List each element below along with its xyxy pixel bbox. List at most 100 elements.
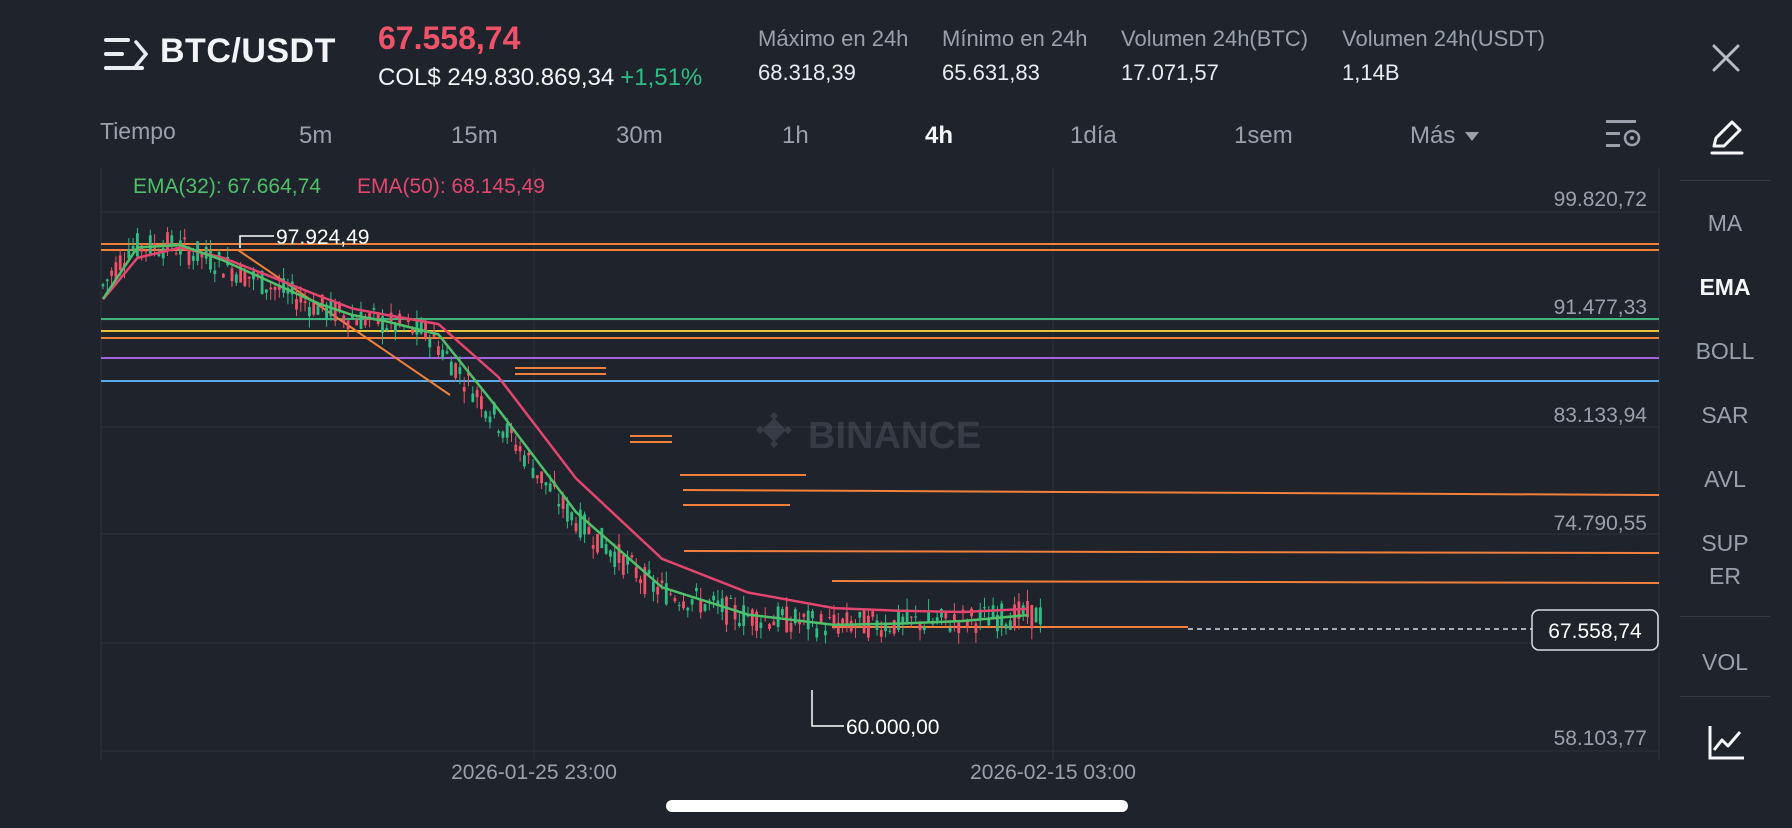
candle	[161, 240, 165, 266]
current-price-label: 67.558,74	[1548, 620, 1642, 643]
candle	[428, 334, 432, 359]
indicator-vol[interactable]: VOL	[1701, 649, 1749, 675]
candle	[200, 252, 204, 270]
candle	[742, 595, 746, 636]
menu-icon[interactable]	[104, 36, 148, 72]
candle	[609, 549, 612, 563]
tab-1h[interactable]: 1h	[782, 122, 809, 149]
price-change: +1,51%	[620, 64, 703, 91]
stat-value-vol-usdt: 1,14B	[1342, 60, 1400, 85]
tab-more[interactable]: Más	[1410, 122, 1480, 150]
candle	[531, 459, 535, 479]
candle	[527, 450, 531, 464]
low-label: 60.000,00	[846, 716, 939, 739]
candle	[656, 577, 660, 604]
candle	[441, 343, 445, 361]
candle	[884, 614, 887, 638]
local-price-row: COL$ 249.830.869,34 +1,51%	[378, 64, 702, 92]
close-icon[interactable]	[1704, 36, 1748, 80]
candle	[970, 606, 973, 626]
candle	[725, 595, 728, 633]
high-marker: 97.924,49	[239, 226, 369, 249]
candle	[105, 278, 109, 292]
stat-value-high: 68.318,39	[758, 60, 856, 85]
candle	[148, 229, 152, 257]
indicator-sar[interactable]: SAR	[1701, 402, 1749, 428]
candle	[269, 281, 273, 300]
candle	[101, 282, 105, 290]
watermark-text: BINANCE	[808, 415, 981, 457]
candle	[535, 475, 539, 484]
candle	[587, 517, 591, 535]
candle	[862, 609, 866, 634]
candle	[540, 471, 543, 489]
candle	[247, 276, 251, 288]
candle	[462, 377, 466, 404]
candle	[1008, 612, 1012, 631]
tab-30m[interactable]: 30m	[616, 122, 663, 149]
candle	[1013, 596, 1016, 631]
indicator-avl[interactable]: AVL	[1704, 466, 1746, 492]
indicator-boll[interactable]: BOLL	[1695, 338, 1755, 364]
candle	[342, 310, 346, 329]
candle	[432, 324, 436, 338]
candle	[230, 265, 234, 287]
candle	[957, 621, 961, 644]
candle	[819, 610, 823, 625]
candle	[488, 410, 492, 429]
candle	[750, 607, 754, 636]
stat-label-low: Mínimo en 24h	[942, 26, 1088, 51]
candle	[707, 598, 711, 611]
tab-5m[interactable]: 5m	[299, 122, 333, 149]
candle	[729, 594, 733, 600]
tab-1dia[interactable]: 1día	[1070, 122, 1117, 149]
stat-value-vol-btc: 17.071,57	[1121, 60, 1219, 85]
candle	[733, 597, 737, 631]
draw-pencil-icon[interactable]	[1706, 116, 1746, 156]
tab-15m[interactable]: 15m	[451, 122, 498, 149]
candle	[699, 587, 703, 619]
sidebar-divider	[1680, 616, 1770, 617]
candle	[815, 621, 819, 642]
candle	[703, 603, 707, 613]
tab-4h[interactable]: 4h	[925, 122, 954, 149]
candle	[1017, 592, 1021, 630]
timeframe-label: Tiempo	[100, 118, 176, 144]
tab-1sem[interactable]: 1sem	[1234, 122, 1293, 149]
candle	[944, 611, 948, 626]
current-price-tag[interactable]: 67.558,74	[1531, 609, 1659, 651]
candle	[621, 553, 625, 579]
candle	[557, 493, 561, 515]
line-chart-icon[interactable]	[1706, 722, 1746, 762]
candle	[600, 527, 604, 549]
candle	[738, 613, 741, 628]
candle	[312, 292, 316, 317]
candle	[682, 593, 685, 611]
x-tick: 2026-01-25 23:00	[451, 761, 617, 784]
candle	[110, 267, 113, 285]
y-tick: 74.790,55	[1554, 512, 1647, 535]
candle	[183, 228, 187, 247]
candle	[514, 435, 518, 454]
candle	[346, 319, 350, 338]
candle	[583, 511, 586, 543]
candle	[299, 286, 303, 312]
tab-more-label: Más	[1410, 122, 1456, 149]
candle	[222, 272, 225, 278]
indicator-super[interactable]: SUPER	[1701, 530, 1749, 589]
candle	[385, 324, 389, 332]
stat-label-high: Máximo en 24h	[758, 26, 909, 51]
trading-pair[interactable]: BTC/USDT	[160, 32, 336, 70]
stat-label-vol-usdt: Volumen 24h(USDT)	[1342, 26, 1545, 51]
chart-settings-icon[interactable]	[1604, 116, 1644, 152]
indicator-ema[interactable]: EMA	[1699, 274, 1751, 300]
caret-down-icon	[1465, 132, 1480, 142]
candle	[871, 610, 875, 621]
stat-value-low: 65.631,83	[942, 60, 1040, 85]
sidebar-divider	[1680, 180, 1770, 181]
candle	[471, 386, 475, 403]
candle	[265, 289, 268, 300]
indicator-ma[interactable]: MA	[1707, 210, 1743, 236]
candle	[974, 620, 978, 643]
